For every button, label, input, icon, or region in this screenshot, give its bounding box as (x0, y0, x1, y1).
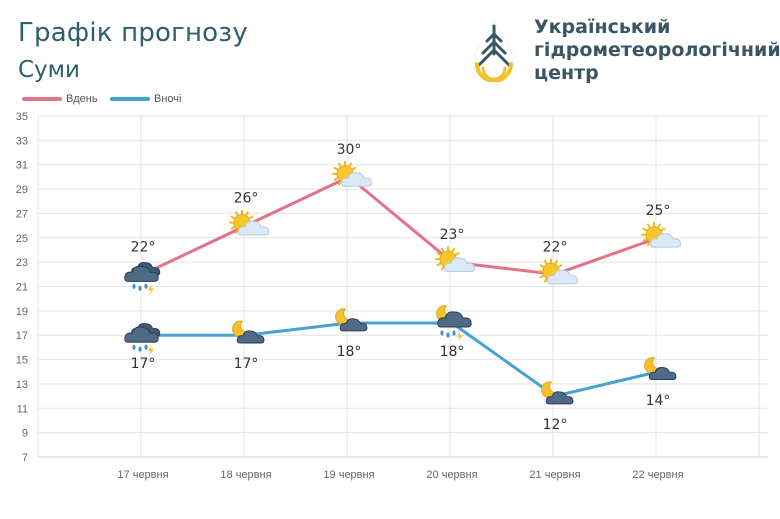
data-label-night: 17° (131, 356, 156, 372)
x-tick-label: 17 червня (117, 469, 168, 481)
data-label-day: 22° (543, 239, 568, 255)
y-tick-label: 11 (17, 403, 28, 415)
x-tick-label: 19 червня (323, 469, 374, 481)
sun-cloud-icon (332, 160, 373, 187)
legend-item-day: Вдень (22, 93, 98, 105)
series-line-night (141, 321, 660, 398)
x-tick-label: 18 червня (220, 469, 271, 481)
moon-cloud-icon (232, 320, 265, 344)
legend-item-night: Вночі (110, 93, 181, 105)
storm-rain-icon (124, 262, 161, 296)
data-label-night: 14° (646, 393, 671, 409)
storm-rain-icon (124, 322, 161, 357)
moon-cloud-icon (541, 381, 574, 405)
org-line-2: гідрометеорологічний (534, 39, 780, 61)
legend-swatch-day (22, 97, 62, 102)
y-tick-label: 31 (16, 160, 28, 172)
moon-rain-icon (436, 305, 472, 343)
data-label-night: 17° (234, 356, 259, 372)
legend-label-day: Вдень (66, 93, 98, 105)
sun-cloud-icon (538, 258, 579, 285)
sun-cloud-icon (435, 246, 476, 273)
legend-label-night: Вночі (154, 93, 182, 105)
data-label-day: 23° (440, 227, 465, 243)
y-tick-label: 15 (16, 355, 28, 367)
data-label-day: 30° (337, 142, 362, 158)
legend-swatch-night (110, 97, 150, 102)
y-tick-label: 33 (16, 135, 28, 147)
sun-cloud-icon (229, 209, 270, 236)
city-name: Суми (18, 57, 80, 83)
x-tick-label: 20 червня (426, 469, 477, 481)
x-tick-label: 21 червня (529, 469, 580, 481)
x-tick-label: 22 червня (632, 469, 683, 481)
chart-title: Графік прогнозу (18, 18, 248, 48)
data-label-night: 12° (543, 417, 568, 433)
y-tick-label: 25 (16, 233, 28, 245)
org-line-1: Український (534, 16, 671, 38)
y-tick-label: 27 (16, 208, 28, 220)
droplet-logo-icon (474, 21, 514, 82)
y-tick-label: 9 (22, 428, 28, 440)
series-line-day (141, 175, 660, 276)
data-label-day: 26° (234, 191, 259, 207)
y-tick-label: 23 (16, 257, 28, 269)
data-label-day: 25° (646, 203, 671, 219)
y-tick-label: 35 (16, 111, 28, 123)
sun-cloud-icon (641, 221, 682, 248)
data-label-night: 18° (337, 344, 362, 360)
data-label-night: 18° (440, 344, 465, 360)
y-tick-label: 29 (16, 184, 28, 196)
organization-name: Український гідрометеорологічний центр (534, 16, 780, 85)
moon-cloud-icon (644, 357, 677, 381)
y-tick-label: 17 (16, 330, 28, 342)
y-tick-label: 7 (22, 452, 28, 464)
y-tick-label: 13 (16, 379, 28, 391)
data-label-day: 22° (131, 239, 156, 255)
y-tick-label: 21 (16, 282, 28, 294)
y-tick-label: 19 (16, 306, 28, 318)
org-line-3: центр (534, 62, 599, 84)
moon-cloud-icon (335, 308, 368, 332)
